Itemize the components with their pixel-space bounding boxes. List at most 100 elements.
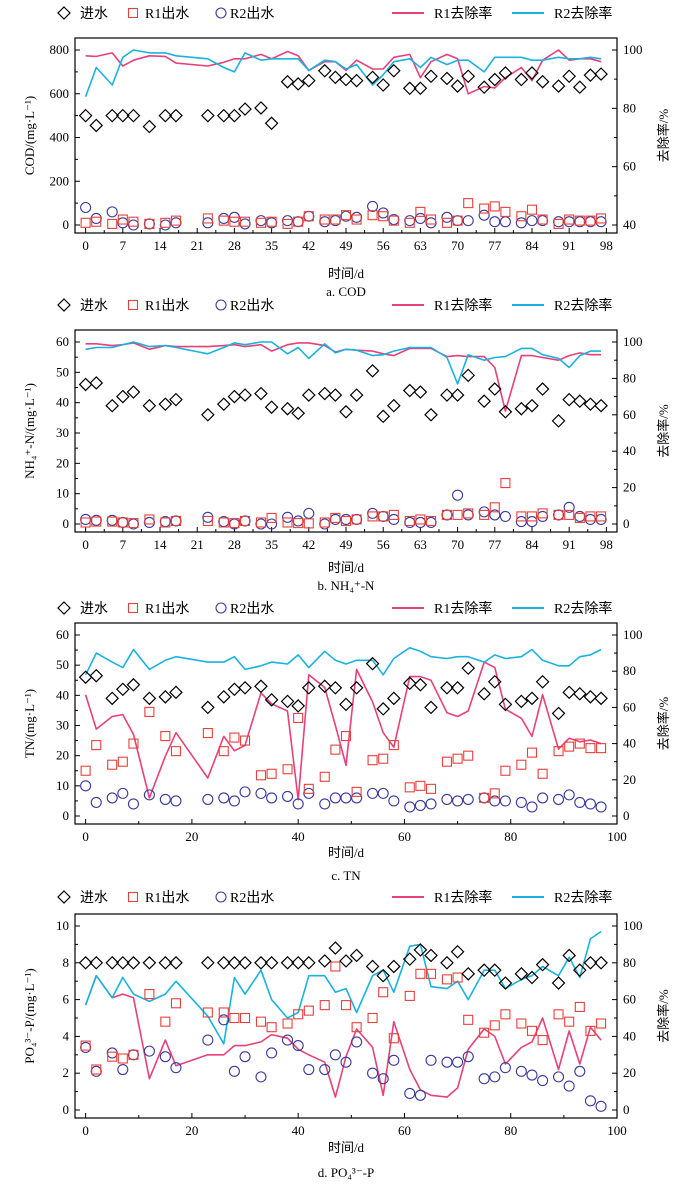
influent-point [402, 676, 417, 691]
r2-effluent-point [478, 209, 490, 221]
r2-effluent-point [143, 789, 155, 801]
r1-effluent-point [128, 216, 139, 227]
x-tick-label: 100 [607, 1123, 627, 1138]
r1-effluent-point [144, 706, 155, 717]
influent-point [487, 674, 502, 689]
r2-effluent-point [90, 212, 102, 224]
r1-effluent-point [452, 509, 463, 520]
r2-effluent-point [574, 1065, 586, 1077]
r1-effluent-point [266, 216, 277, 227]
r1-effluent-point [500, 206, 511, 217]
x-axis: 0 7 14 21 28 35 42 49 56 63 70 77 84 91 98 [82, 527, 613, 552]
x-axis: 0 20 40 60 80 100 [82, 1113, 627, 1138]
r1-effluent-point [404, 515, 415, 527]
r1-effluent-point [596, 511, 607, 522]
r2-effluent-point [127, 219, 140, 231]
r2-effluent-point [239, 786, 251, 798]
r1-effluent-point [367, 511, 378, 522]
r1-effluent-point [463, 1014, 474, 1025]
x-axis-title: 时间/d [328, 845, 365, 860]
r2-effluent-point [281, 511, 294, 523]
legend-r1-effluent-icon [127, 891, 139, 903]
legend: 进水 R1出水 R2出水 R1去除率 R2去除率 [57, 297, 612, 314]
legend-r2-removal-label: R2去除率 [554, 5, 612, 22]
influent-point [450, 388, 465, 402]
r2-effluent-point [526, 801, 538, 813]
plot-frame [74, 329, 618, 533]
r1-effluent-point [293, 712, 304, 724]
r1-effluent-point [526, 1025, 538, 1036]
r1-effluent-point [415, 780, 426, 791]
y-tick-label: 6 [63, 992, 70, 1007]
influent-point [551, 706, 566, 721]
y2-tick-label: 100 [623, 627, 643, 642]
r2-effluent-point [319, 216, 331, 228]
y-tick-label: 800 [50, 42, 70, 57]
y2-tick-label: 40 [623, 1028, 636, 1043]
y-tick-label: 0 [63, 808, 70, 823]
r1-effluent-point [425, 783, 437, 794]
y-tick-label: 400 [50, 130, 70, 145]
influent-point [349, 680, 364, 695]
r2-effluent-point [351, 1036, 363, 1048]
r1-effluent-point [202, 727, 213, 739]
legend-r1-effluent-icon [127, 7, 139, 19]
r2-effluent-point [127, 798, 140, 810]
x-tick-label: 70 [451, 238, 464, 253]
r1-effluent-point [319, 1000, 330, 1011]
r1-effluent-point [596, 213, 607, 224]
influent-point [365, 959, 380, 974]
r1-effluent-point [574, 512, 585, 523]
x-tick-label: 40 [292, 1123, 305, 1138]
r1-effluent-point [107, 516, 118, 527]
r1-effluent-point [526, 204, 538, 215]
chart-tn: 0 10 20 30 40 50 60 0 20 40 60 80 100 0 20 40 60 80 100 TN/… [22, 600, 671, 883]
r2-effluent-point [526, 1069, 538, 1081]
r1-effluent-point [425, 515, 437, 527]
r1-effluent-point [564, 214, 575, 225]
influent-point [514, 966, 529, 981]
r2-effluent-point [266, 518, 278, 530]
r2-effluent-point [452, 1056, 464, 1068]
r2-effluent-point [595, 216, 607, 228]
r1-effluent-point [282, 764, 293, 775]
influent-point [583, 955, 598, 970]
influent-point [461, 661, 476, 676]
r2-effluent-point [595, 1100, 607, 1112]
influent-point [498, 404, 513, 419]
r2-effluent-point [319, 798, 331, 810]
y-tick-label: 50 [56, 364, 69, 379]
influent-point [216, 397, 231, 412]
r2-effluent-point [170, 515, 182, 527]
r2-effluent-point [489, 1071, 501, 1083]
legend-r1-effluent-icon [127, 299, 139, 311]
influent-point [498, 976, 513, 990]
r1-effluent-point [378, 511, 389, 522]
influent-point [89, 376, 104, 390]
r1-effluent-point [489, 788, 500, 799]
influent-point [477, 394, 492, 408]
influent-point [440, 680, 454, 695]
legend-r2-removal-label: R2去除率 [554, 889, 612, 906]
r1-effluent-point [293, 1009, 304, 1020]
r2-effluent-point [478, 792, 490, 804]
influent-point [477, 80, 492, 95]
plot-frame [74, 37, 618, 234]
r1-effluent-point [91, 516, 102, 527]
x-tick-label: 80 [504, 829, 517, 844]
influent-point [169, 392, 183, 407]
y-axis-left: 0 2 4 6 8 10 [56, 918, 80, 1117]
r2-effluent-point [292, 1040, 304, 1052]
r1-effluent-point [144, 989, 155, 1000]
influent-point [525, 691, 539, 706]
chart-cod: 0 200 400 600 800 40 60 80 100 0 7 14 21 28 35 42 49 56 63… [22, 5, 671, 299]
influent-point [594, 398, 608, 413]
influent-point [115, 389, 130, 404]
y2-tick-label: 80 [623, 100, 636, 115]
r2-effluent-point [462, 793, 474, 805]
influent-point [572, 686, 587, 701]
y2-tick-label: 40 [623, 217, 636, 232]
influent-point [158, 955, 173, 970]
r1-effluent-point [553, 509, 564, 520]
r2-effluent-point [117, 516, 129, 529]
